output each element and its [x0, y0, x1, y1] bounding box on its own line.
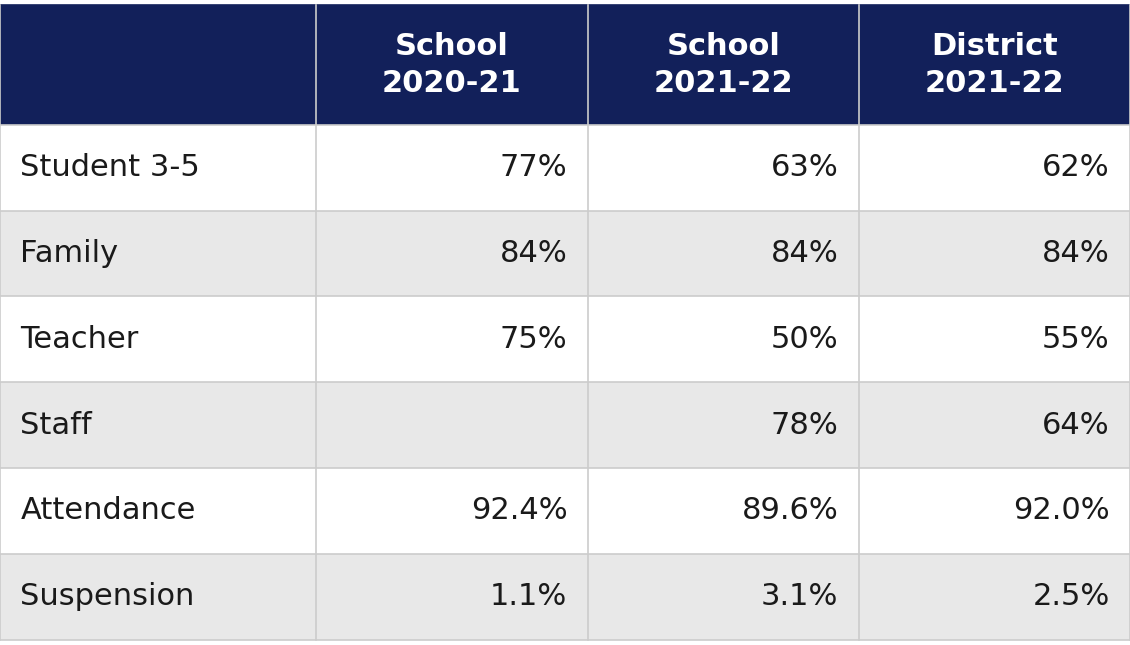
FancyBboxPatch shape	[859, 125, 1130, 210]
FancyBboxPatch shape	[859, 468, 1130, 553]
Text: 89.6%: 89.6%	[741, 497, 838, 525]
Text: Staff: Staff	[20, 411, 92, 439]
FancyBboxPatch shape	[0, 5, 316, 125]
Text: 92.0%: 92.0%	[1012, 497, 1110, 525]
FancyBboxPatch shape	[588, 382, 859, 468]
FancyBboxPatch shape	[588, 297, 859, 382]
Text: Teacher: Teacher	[20, 325, 139, 353]
FancyBboxPatch shape	[0, 553, 316, 640]
Text: 63%: 63%	[771, 154, 838, 182]
FancyBboxPatch shape	[0, 468, 316, 553]
FancyBboxPatch shape	[859, 5, 1130, 125]
Text: 84%: 84%	[499, 239, 567, 268]
FancyBboxPatch shape	[588, 553, 859, 640]
Text: School
2020-21: School 2020-21	[382, 32, 522, 98]
FancyBboxPatch shape	[859, 553, 1130, 640]
FancyBboxPatch shape	[859, 210, 1130, 297]
FancyBboxPatch shape	[859, 382, 1130, 468]
Text: Attendance: Attendance	[20, 497, 195, 525]
FancyBboxPatch shape	[588, 210, 859, 297]
Text: 84%: 84%	[1042, 239, 1110, 268]
FancyBboxPatch shape	[588, 468, 859, 553]
FancyBboxPatch shape	[0, 125, 316, 210]
Text: 84%: 84%	[771, 239, 838, 268]
Text: 2.5%: 2.5%	[1033, 582, 1110, 611]
Text: 64%: 64%	[1042, 411, 1110, 439]
Text: 92.4%: 92.4%	[470, 497, 567, 525]
Text: 55%: 55%	[1042, 325, 1110, 353]
FancyBboxPatch shape	[316, 468, 588, 553]
Text: 1.1%: 1.1%	[490, 582, 567, 611]
Text: Student 3-5: Student 3-5	[20, 154, 200, 182]
FancyBboxPatch shape	[316, 125, 588, 210]
FancyBboxPatch shape	[859, 297, 1130, 382]
FancyBboxPatch shape	[0, 210, 316, 297]
FancyBboxPatch shape	[316, 210, 588, 297]
Text: District
2021-22: District 2021-22	[924, 32, 1064, 98]
Text: 50%: 50%	[771, 325, 838, 353]
FancyBboxPatch shape	[0, 297, 316, 382]
FancyBboxPatch shape	[588, 5, 859, 125]
Text: 62%: 62%	[1042, 154, 1110, 182]
FancyBboxPatch shape	[316, 553, 588, 640]
Text: School
2021-22: School 2021-22	[653, 32, 793, 98]
FancyBboxPatch shape	[0, 382, 316, 468]
FancyBboxPatch shape	[316, 297, 588, 382]
Text: 77%: 77%	[499, 154, 567, 182]
Text: 3.1%: 3.1%	[762, 582, 838, 611]
Text: Family: Family	[20, 239, 119, 268]
Text: Suspension: Suspension	[20, 582, 194, 611]
Text: 78%: 78%	[771, 411, 838, 439]
Text: 75%: 75%	[499, 325, 567, 353]
FancyBboxPatch shape	[588, 125, 859, 210]
FancyBboxPatch shape	[316, 5, 588, 125]
FancyBboxPatch shape	[316, 382, 588, 468]
